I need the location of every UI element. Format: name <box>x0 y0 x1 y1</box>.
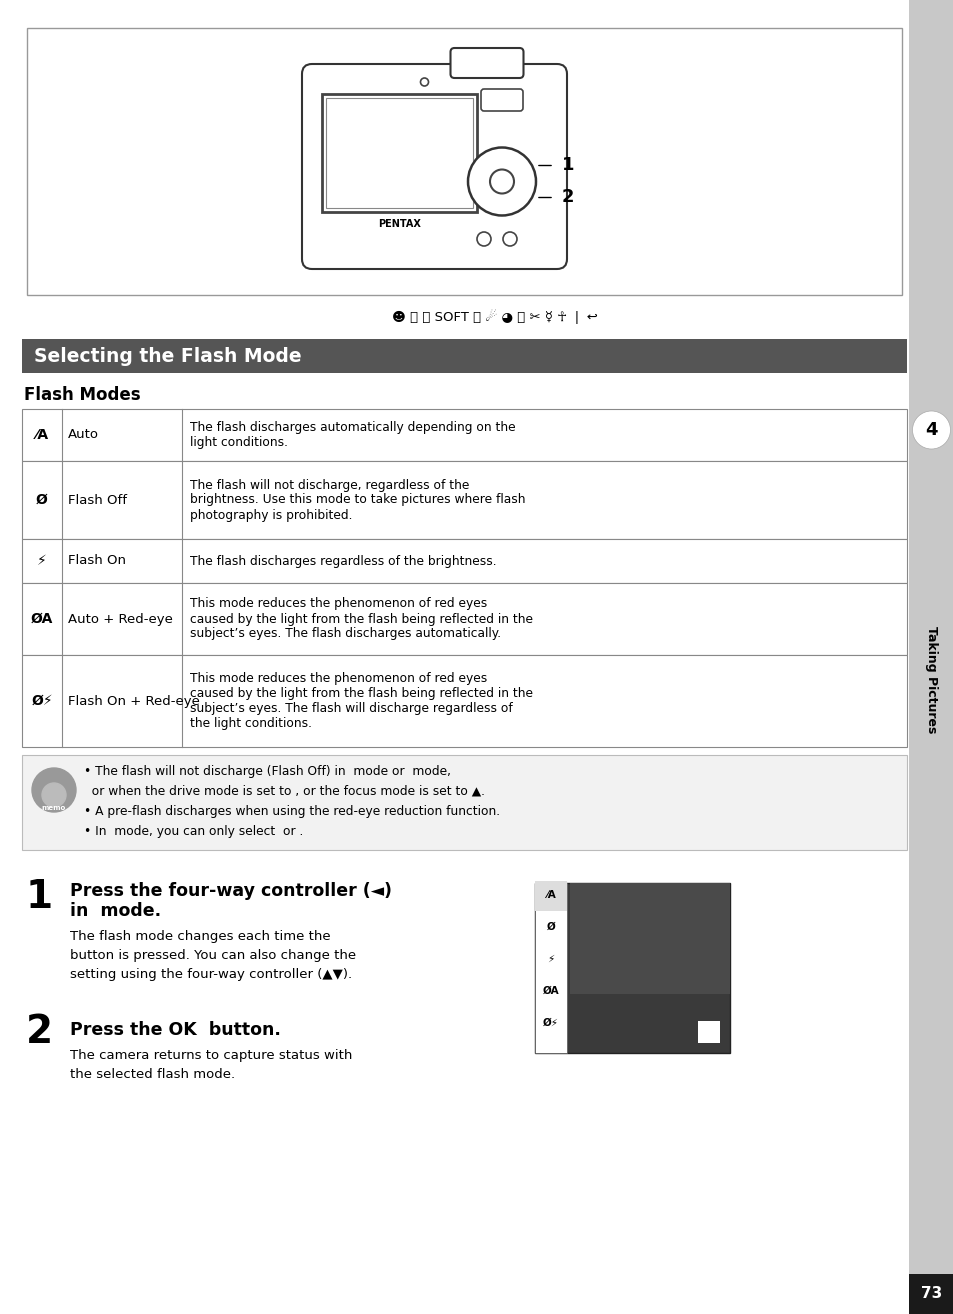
Text: Taking Pictures: Taking Pictures <box>924 627 937 733</box>
Text: subject’s eyes. The flash discharges automatically.: subject’s eyes. The flash discharges aut… <box>190 628 500 640</box>
Text: Flash Modes: Flash Modes <box>24 386 140 403</box>
Bar <box>908 1275 953 1314</box>
Text: Ø: Ø <box>546 922 555 932</box>
Text: setting using the four-way controller (▲▼).: setting using the four-way controller (▲… <box>70 968 352 982</box>
Bar <box>535 883 729 1053</box>
Circle shape <box>468 147 536 215</box>
Text: 1: 1 <box>26 878 53 916</box>
Text: The camera returns to capture status with: The camera returns to capture status wit… <box>70 1049 352 1062</box>
Text: Press the four-way controller (◄): Press the four-way controller (◄) <box>70 882 392 900</box>
Text: The flash discharges regardless of the brightness.: The flash discharges regardless of the b… <box>190 555 497 568</box>
Text: ⁄A: ⁄A <box>35 428 49 442</box>
Circle shape <box>420 78 428 85</box>
Text: brightness. Use this mode to take pictures where flash: brightness. Use this mode to take pictur… <box>190 494 525 506</box>
Text: This mode reduces the phenomenon of red eyes: This mode reduces the phenomenon of red … <box>190 598 487 611</box>
Text: Auto + Red-eye: Auto + Red-eye <box>68 612 172 625</box>
Text: ⁄A: ⁄A <box>545 890 556 900</box>
Circle shape <box>42 783 66 807</box>
Text: The flash will not discharge, regardless of the: The flash will not discharge, regardless… <box>190 478 469 491</box>
Text: Ø: Ø <box>36 493 48 507</box>
Text: 1: 1 <box>561 156 574 175</box>
Bar <box>22 339 906 373</box>
Text: 2: 2 <box>26 1013 53 1051</box>
Bar <box>535 880 566 911</box>
Text: caused by the light from the flash being reflected in the: caused by the light from the flash being… <box>190 612 533 625</box>
Text: light conditions.: light conditions. <box>190 436 288 449</box>
Circle shape <box>476 233 491 246</box>
Text: ØA: ØA <box>30 612 53 625</box>
FancyBboxPatch shape <box>480 89 522 110</box>
Bar <box>22 461 906 539</box>
Circle shape <box>911 411 949 449</box>
Text: Flash On + Red-eye: Flash On + Red-eye <box>68 695 200 707</box>
Text: 4: 4 <box>924 420 937 439</box>
Text: 2: 2 <box>561 188 574 206</box>
Text: ⚡: ⚡ <box>547 954 554 964</box>
Bar <box>908 0 953 1314</box>
Text: This mode reduces the phenomenon of red eyes: This mode reduces the phenomenon of red … <box>190 671 487 685</box>
Bar <box>326 99 473 208</box>
Text: button is pressed. You can also change the: button is pressed. You can also change t… <box>70 949 355 962</box>
Bar <box>322 95 476 212</box>
Text: Flash On: Flash On <box>68 555 126 568</box>
Text: ⚡: ⚡ <box>37 555 47 568</box>
FancyBboxPatch shape <box>302 64 566 269</box>
Circle shape <box>502 233 517 246</box>
Bar <box>22 539 906 583</box>
Bar <box>22 654 906 746</box>
Text: Press the OK  button.: Press the OK button. <box>70 1021 280 1039</box>
Circle shape <box>32 767 76 812</box>
Bar <box>698 1021 720 1043</box>
Text: ☻ Ⓟ Ⓙ SOFT ⛳ ☄ ◕ ⛄ ✂ ☿ ☥ ❘ ↩: ☻ Ⓟ Ⓙ SOFT ⛳ ☄ ◕ ⛄ ✂ ☿ ☥ ❘ ↩ <box>391 310 597 325</box>
Text: • The flash will not discharge (Flash Off) in  mode or  mode,: • The flash will not discharge (Flash Of… <box>84 765 451 778</box>
Circle shape <box>490 170 514 193</box>
Text: • A pre-flash discharges when using the red-eye reduction function.: • A pre-flash discharges when using the … <box>84 804 499 817</box>
Text: subject’s eyes. The flash will discharge regardless of: subject’s eyes. The flash will discharge… <box>190 702 512 715</box>
Text: Flash Off: Flash Off <box>68 494 127 506</box>
FancyBboxPatch shape <box>450 49 523 78</box>
Bar <box>27 28 901 296</box>
Bar <box>535 883 566 1053</box>
Text: The flash discharges automatically depending on the: The flash discharges automatically depen… <box>190 420 515 434</box>
Text: Selecting the Flash Mode: Selecting the Flash Mode <box>34 347 301 365</box>
Text: Ø⚡: Ø⚡ <box>31 694 52 708</box>
Bar <box>22 756 906 850</box>
Text: the light conditions.: the light conditions. <box>190 717 312 731</box>
Bar <box>22 583 906 654</box>
Text: 73: 73 <box>920 1286 942 1301</box>
Text: in  mode.: in mode. <box>70 901 161 920</box>
Text: photography is prohibited.: photography is prohibited. <box>190 509 352 522</box>
Text: Ø⚡: Ø⚡ <box>542 1018 558 1028</box>
Text: PENTAX: PENTAX <box>377 219 420 229</box>
Bar <box>569 883 729 993</box>
Text: memo: memo <box>42 805 66 811</box>
Text: caused by the light from the flash being reflected in the: caused by the light from the flash being… <box>190 687 533 700</box>
Text: • In  mode, you can only select  or .: • In mode, you can only select or . <box>84 824 303 837</box>
Text: Auto: Auto <box>68 428 99 442</box>
Bar <box>22 409 906 461</box>
Text: ØA: ØA <box>542 986 558 996</box>
Text: or when the drive mode is set to , or the focus mode is set to ▲.: or when the drive mode is set to , or th… <box>84 784 484 798</box>
Text: The flash mode changes each time the: The flash mode changes each time the <box>70 930 331 943</box>
Text: the selected flash mode.: the selected flash mode. <box>70 1068 234 1081</box>
